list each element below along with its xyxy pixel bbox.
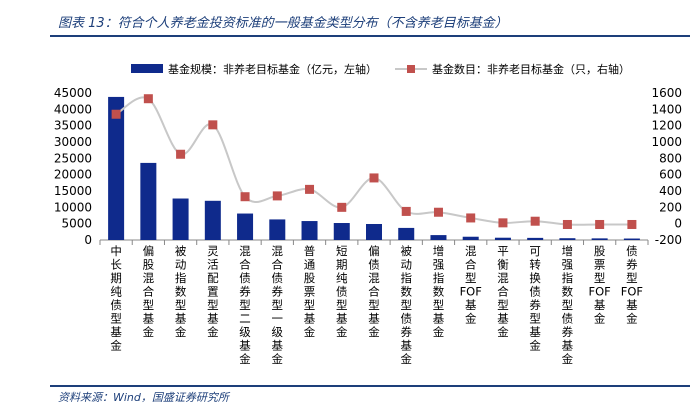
line-series: [111, 94, 637, 229]
title-rule: [50, 35, 690, 37]
bar: [140, 162, 157, 240]
y-right-tick-label: 800: [659, 151, 682, 165]
legend-line-marker: [407, 65, 415, 73]
bar: [494, 237, 511, 240]
x-tick-label: 债券型 FOF 基金: [621, 244, 643, 326]
figure-title: 图表 13：符合个人养老金投资标准的一般基金类型分布（不含养老目标基金）: [58, 16, 508, 31]
y-left-tick-label: 35000: [54, 119, 92, 133]
y-left-tick-label: 45000: [54, 86, 92, 100]
bar: [591, 238, 608, 240]
count-marker: [627, 219, 637, 229]
y-right-tick-label: 1000: [651, 135, 682, 149]
y-left-tick-label: 0: [84, 233, 92, 247]
bar: [204, 200, 221, 240]
y-left-tick-label: 10000: [54, 200, 92, 214]
x-tick-label: 混合型 FOF 基金: [460, 244, 482, 326]
count-marker: [111, 109, 121, 119]
x-tick-label: 灵活配置型基金: [207, 244, 219, 339]
bar: [366, 223, 382, 240]
y-left-tick-label: 5000: [61, 217, 92, 231]
bar: [623, 238, 640, 240]
count-marker: [595, 219, 605, 229]
count-marker: [208, 120, 218, 130]
x-tick-label: 中长期纯债型基金: [110, 244, 122, 353]
y-left-tick-label: 40000: [54, 102, 92, 116]
x-tick-label: 短期纯债型基金: [336, 244, 348, 339]
legend-bar-swatch: [131, 64, 163, 73]
count-marker: [401, 206, 411, 216]
count-marker: [305, 184, 315, 194]
y-right-tick-label: 1200: [651, 119, 682, 133]
y-right-tick-label: 0: [674, 217, 682, 231]
bar: [108, 96, 125, 240]
x-tick-labels: 中长期纯债型基金 偏股混合型基金 被动指数型基金 灵活配置型基金 混合债券型二级基金 混合…: [110, 244, 643, 366]
x-tick-label: 被动指数型基金: [175, 244, 187, 339]
bar: [269, 219, 286, 240]
y-left-tick-label: 20000: [54, 168, 92, 182]
count-marker: [530, 216, 540, 226]
bar: [462, 236, 479, 240]
source-note: 资料来源：Wind，国盛证券研究所: [58, 391, 229, 404]
count-marker: [143, 94, 153, 104]
y-right-tick-label: 1600: [651, 86, 682, 100]
y-right-tick-label: 600: [659, 168, 682, 182]
y-right-tick-label: 200: [659, 200, 682, 214]
y-left-tick-label: 15000: [54, 184, 92, 198]
count-marker: [176, 149, 186, 159]
count-marker: [433, 207, 443, 217]
y-right-tick-label: 1400: [651, 102, 682, 116]
x-tick-label: 被动指数型债券基金: [400, 244, 412, 366]
count-marker: [337, 202, 347, 212]
x-tick-label: 股票型 FOF 基金: [589, 244, 611, 326]
count-marker: [466, 213, 476, 223]
x-tick-label: 普通股票型基金: [304, 244, 316, 339]
bar: [527, 237, 544, 240]
bar: [301, 221, 318, 240]
legend-bar-label: 基金规模：非养老目标基金（亿元，左轴）: [168, 62, 377, 76]
y-left-tick-label: 30000: [54, 135, 92, 149]
count-marker: [562, 219, 572, 229]
count-marker: [240, 192, 250, 202]
bar: [559, 238, 576, 240]
legend: 基金规模：非养老目标基金（亿元，左轴） 基金数目：非养老目标基金（只，右轴）: [131, 62, 630, 76]
x-tick-label: 偏股混合型基金: [143, 244, 155, 339]
count-marker: [498, 218, 508, 228]
x-tick-label: 增强指数型债券基金: [562, 244, 574, 366]
bar: [172, 198, 189, 240]
x-tick-label: 增强指数型基金: [433, 244, 445, 339]
x-tick-label: 偏债混合型基金: [368, 244, 380, 339]
x-tick-label: 混合债券型二级基金: [239, 244, 251, 366]
x-tick-label: 可转换债券型基金: [529, 244, 541, 353]
footer-rule: [50, 385, 690, 387]
x-tick-label: 混合债券型一级基金: [272, 244, 284, 366]
chart: 基金规模：非养老目标基金（亿元，左轴） 基金数目：非养老目标基金（只，右轴） 0…: [54, 62, 682, 366]
count-marker: [369, 173, 379, 183]
y-left-tick-label: 25000: [54, 151, 92, 165]
y-right-tick-label: 400: [659, 184, 682, 198]
axes: 0500010000150002000025000300003500040000…: [54, 86, 682, 247]
bar: [430, 235, 447, 240]
y-right-tick-label: -200: [655, 233, 682, 247]
bar: [333, 223, 350, 240]
bar: [237, 213, 254, 240]
count-line: [115, 96, 632, 226]
bar: [398, 227, 415, 240]
bars: [108, 96, 640, 240]
x-tick-label: 平衡混合型基金: [497, 244, 509, 339]
count-marker: [272, 191, 282, 201]
legend-line-label: 基金数目：非养老目标基金（只，右轴）: [432, 62, 630, 76]
